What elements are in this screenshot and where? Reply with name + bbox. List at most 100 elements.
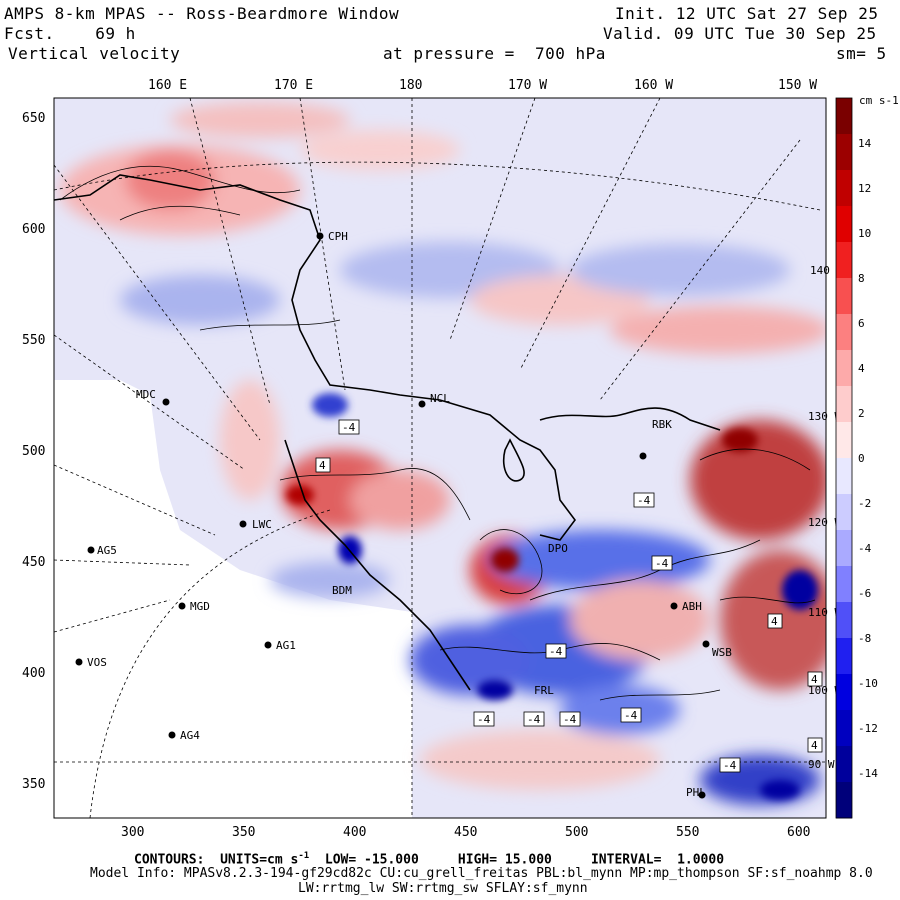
station-label: AG4 — [180, 729, 200, 742]
colorbar-swatch — [836, 350, 852, 387]
stations: CPH MDC NCL RBK LWC AG5 MGD AG1 VOS AG4 … — [75, 230, 732, 799]
svg-text:10: 10 — [858, 227, 871, 240]
y-tick-label: 500 — [22, 444, 45, 459]
lon-label-180: 180 — [399, 78, 423, 93]
station-label: AG1 — [276, 639, 296, 652]
colorbar-swatch — [836, 602, 852, 639]
colorbar-frame — [835, 97, 853, 819]
station-label: MGD — [190, 600, 210, 613]
contours-info: CONTOURS: UNITS=cm s-1 LOW= -15.000 HIGH… — [134, 851, 725, 868]
plateau-region — [54, 380, 412, 818]
colorbar-swatch — [836, 782, 852, 819]
station-label: FRL — [534, 684, 554, 697]
x-tick-label: 600 — [787, 825, 810, 840]
y-tick-label: 450 — [22, 555, 45, 570]
svg-text:-4: -4 — [527, 713, 541, 726]
lon-label-160w: 160 W — [634, 78, 674, 93]
svg-text:4: 4 — [811, 673, 818, 686]
colorbar-swatch — [836, 530, 852, 567]
colorbar-swatch — [836, 494, 852, 531]
svg-text:4: 4 — [858, 362, 865, 375]
svg-text:0: 0 — [858, 452, 865, 465]
x-tick-label: 300 — [121, 825, 144, 840]
svg-text:-6: -6 — [858, 587, 871, 600]
station-marker — [168, 731, 176, 739]
station-marker — [418, 400, 426, 408]
svg-text:4: 4 — [319, 459, 326, 472]
station-label: RBK — [652, 418, 672, 431]
axes: 650 600 550 500 450 400 350 300 350 400 … — [22, 111, 810, 840]
x-tick-label: 350 — [232, 825, 255, 840]
station-label: AG5 — [97, 544, 117, 557]
colorbar-swatch — [836, 458, 852, 495]
colorbar-swatch — [836, 638, 852, 675]
station-marker — [239, 520, 247, 528]
svg-text:90 W: 90 W — [808, 758, 835, 771]
station-label: BDM — [332, 584, 352, 597]
svg-text:-10: -10 — [858, 677, 878, 690]
lon-label-150w: 150 W — [778, 78, 818, 93]
map-lon-labels: 140 W 130 W 120 W 110 W 100 W 90 W — [808, 264, 843, 771]
y-tick-label: 350 — [22, 777, 45, 792]
svg-text:2: 2 — [858, 407, 865, 420]
svg-text:6: 6 — [858, 317, 865, 330]
station-label: PHL — [686, 786, 706, 799]
station-marker — [698, 791, 706, 799]
svg-text:-4: -4 — [637, 494, 651, 507]
colorbar-swatch — [836, 170, 852, 207]
colorbar-swatch — [836, 134, 852, 171]
svg-text:-4: -4 — [563, 713, 577, 726]
station-marker — [264, 641, 272, 649]
svg-text:100 W: 100 W — [808, 684, 841, 697]
station-label: NCL — [430, 392, 450, 405]
contour-value-labels: -4 -4 4 -4 -4 -4 -4 -4 4 4 -4 -4 4 — [315, 419, 823, 773]
station-marker — [162, 398, 170, 406]
svg-text:-4: -4 — [549, 645, 563, 658]
colorbar-swatch — [836, 314, 852, 351]
colorbar — [836, 98, 852, 819]
model-info: Model Info: MPASv8.2.3-194-gf29cd82c CU:… — [90, 866, 873, 881]
station-marker — [75, 658, 83, 666]
svg-text:-4: -4 — [624, 709, 638, 722]
graticule — [54, 98, 826, 818]
field-name: Vertical velocity — [8, 44, 181, 63]
coastline — [54, 174, 721, 691]
svg-text:-12: -12 — [858, 722, 878, 735]
colorbar-swatch — [836, 710, 852, 747]
svg-text:120 W: 120 W — [808, 516, 841, 529]
x-tick-label: 550 — [676, 825, 699, 840]
svg-text:140 W: 140 W — [810, 264, 843, 277]
colorbar-swatch — [836, 422, 852, 459]
colorbar-swatch — [836, 278, 852, 315]
svg-text:-14: -14 — [858, 767, 878, 780]
station-label: WSB — [712, 646, 732, 659]
station-marker — [639, 452, 647, 460]
colorbar-swatch — [836, 746, 852, 783]
colorbar-swatch — [836, 566, 852, 603]
x-tick-label: 400 — [343, 825, 366, 840]
pressure-level: at pressure = 700 hPa — [383, 44, 606, 63]
physics-info: LW:rrtmg_lw SW:rrtmg_sw SFLAY:sf_mynn — [298, 881, 588, 896]
map-frame — [53, 97, 827, 819]
station-label: MDC — [136, 388, 156, 401]
y-tick-label: 600 — [22, 222, 45, 237]
lon-label-170e: 170 E — [274, 78, 314, 93]
x-tick-label: 450 — [454, 825, 477, 840]
colorbar-swatch — [836, 206, 852, 243]
y-tick-label: 400 — [22, 666, 45, 681]
valid-time: Valid. 09 UTC Tue 30 Sep 25 — [603, 24, 877, 43]
svg-text:4: 4 — [771, 615, 778, 628]
station-label: VOS — [87, 656, 107, 669]
svg-text:130 W: 130 W — [808, 410, 841, 423]
x-tick-label: 500 — [565, 825, 588, 840]
svg-text:-8: -8 — [858, 632, 871, 645]
lon-label-170w: 170 W — [508, 78, 548, 93]
svg-text:-4: -4 — [342, 421, 356, 434]
svg-text:8: 8 — [858, 272, 865, 285]
intense-cores — [286, 393, 818, 800]
station-marker — [702, 640, 710, 648]
station-marker — [87, 546, 95, 554]
station-label: ABH — [682, 600, 702, 613]
lon-label-160e: 160 E — [148, 78, 188, 93]
